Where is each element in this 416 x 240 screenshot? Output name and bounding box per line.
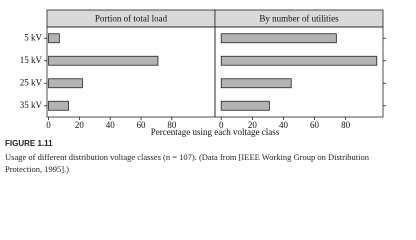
x-tick-label: 80 [341, 120, 351, 130]
caption: Usage of different distribution voltage … [5, 152, 370, 174]
chart: Percentage using each voltage class Port… [20, 9, 386, 137]
x-axis-label: Percentage using each voltage class [151, 127, 280, 137]
y-tick-label: 25 kV [20, 77, 43, 87]
bar [220, 33, 337, 44]
x-tick-label: 20 [248, 120, 258, 130]
page: Percentage using each voltage class Port… [5, 9, 386, 174]
bar [48, 100, 69, 111]
x-tick-label: 80 [167, 120, 177, 130]
y-tick-label: 5 kV [24, 32, 42, 42]
bar [220, 100, 270, 111]
panel-title: By number of utilities [259, 14, 339, 24]
panel-frame [46, 26, 216, 118]
panel-frame [214, 26, 384, 118]
bar [220, 78, 292, 89]
x-tick-label: 60 [310, 120, 320, 130]
x-tick-label: 0 [219, 120, 224, 130]
y-tick-label: 35 kV [20, 100, 43, 110]
figure-label: FIGURE 1.11 [5, 139, 53, 148]
bar [48, 33, 60, 44]
x-tick-label: 0 [46, 120, 51, 130]
bar [220, 55, 378, 66]
x-tick-label: 40 [279, 120, 289, 130]
bar [48, 55, 159, 66]
x-tick-label: 40 [106, 120, 116, 130]
x-tick-label: 60 [137, 120, 147, 130]
y-tick-label: 15 kV [20, 55, 43, 65]
x-tick-label: 20 [75, 120, 85, 130]
panel-title: Portion of total load [95, 14, 168, 24]
bar [48, 78, 83, 89]
